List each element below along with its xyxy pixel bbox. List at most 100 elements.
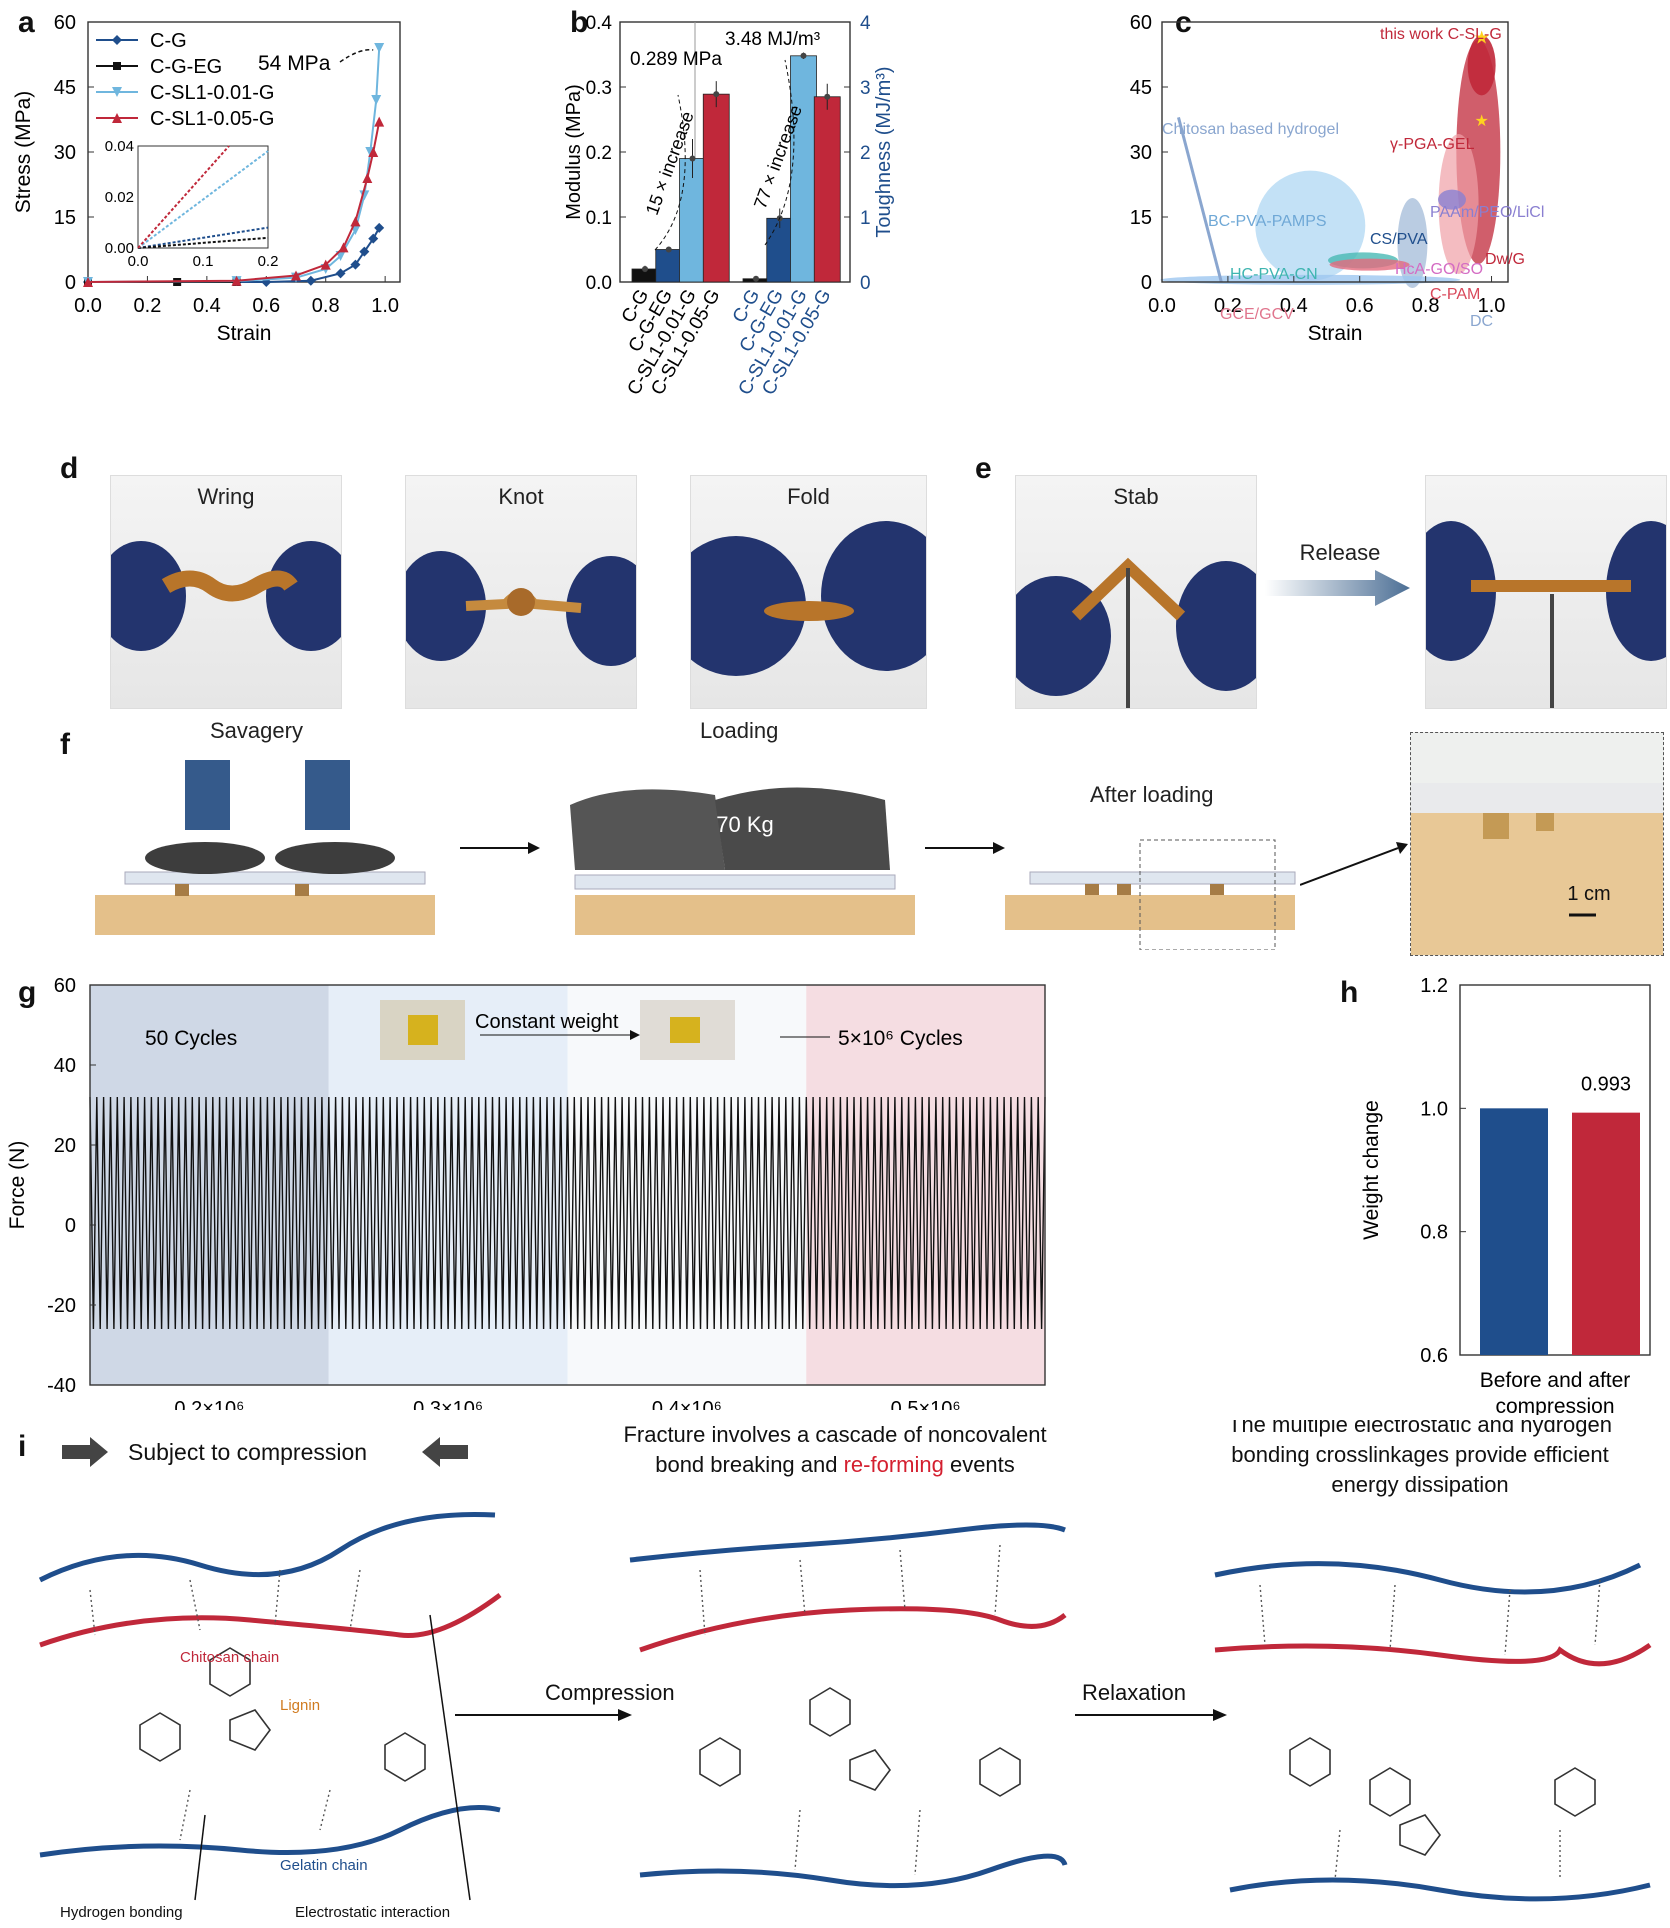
series-label-c: Chitosan based hydrogel: [1162, 121, 1339, 138]
xtick-label-a: 0.8: [312, 295, 340, 317]
bar-toughness-C-SL1-0.05-G: [813, 96, 841, 283]
point-C-SL1-0.01-G: [359, 190, 370, 201]
ytick-label-g: -40: [47, 1375, 76, 1397]
dot-toughness-C-G: [753, 275, 759, 282]
xtick-label-c: 1.0: [1478, 295, 1506, 317]
inset-frame-a: [137, 145, 269, 249]
relaxation-label: Relaxation: [1082, 1680, 1186, 1705]
loading-illustration: 70 Kg: [570, 787, 915, 935]
photo-fold: Fold: [690, 475, 927, 709]
point-C-SL1-0.01-G: [374, 43, 385, 53]
legend-marker-a: [113, 62, 121, 70]
dot-modulus-C-G: [642, 266, 648, 272]
photo-knot: Knot: [405, 475, 637, 709]
loading-label: Loading: [700, 718, 779, 743]
ytick-label-h: 0.8: [1420, 1222, 1448, 1244]
value-label-h: 0.993: [1581, 1074, 1631, 1096]
dot-modulus-C-SL1-0.01-G: [689, 155, 696, 162]
chart-a-stress-strain: 0 15 30 45 60 0.0 0.2 0.4 0.6 0.8 1.0 Strain Stress …: [12, 12, 401, 345]
xtick-label-a: 1.0: [371, 295, 399, 317]
bar-weight-After: [1572, 1112, 1640, 1355]
panel-label-a: a: [18, 6, 35, 39]
point-C-G: [305, 275, 316, 286]
inset-line-C-SL1-0.01-G: [137, 150, 269, 249]
point-C-G: [368, 233, 379, 244]
xtick-label-c: 0.6: [1346, 295, 1374, 317]
ytick-label-b: 0.2: [586, 143, 612, 164]
plot-frame-g: [89, 984, 1046, 1386]
bar-weight-Before: [1480, 1108, 1548, 1355]
panel-label-i: i: [18, 1430, 27, 1463]
plot-frame-h: [1459, 984, 1651, 1356]
panel-label-b: b: [570, 6, 589, 39]
dot-modulus-C-SL1-0.05-G: [713, 91, 720, 98]
panel-label-e: e: [975, 452, 992, 485]
star-icon-2: ★: [1474, 113, 1488, 130]
ytick-label-g: -20: [47, 1295, 76, 1317]
photo-fold-label: Fold: [787, 484, 830, 509]
ytick-label-b: 0.4: [586, 13, 613, 34]
network-middle: [629, 1522, 1068, 1889]
chart-b-modulus-toughness: 0.0 0.1 0.2 0.3 0.4 0 1 2 3 4 Modulus (MPa) Toughne…: [563, 13, 895, 399]
ylabel-g: Force (N): [6, 1141, 29, 1230]
fracture-title-line2: bond breaking and re-forming events: [655, 1452, 1015, 1477]
inset-line-C-G: [137, 226, 269, 249]
chitosan-chain-label: Chitosan chain: [180, 1649, 279, 1666]
inset-ytick-a: 0.04: [105, 138, 134, 155]
relaxation-arrow-icon: [1075, 1709, 1227, 1721]
compress-arrow-left-icon: [422, 1437, 468, 1467]
arrow-icon-2: [925, 842, 1005, 854]
ylabel-a: Stress (MPa): [12, 91, 35, 214]
xlabel-h-line2: compression: [1495, 1395, 1614, 1415]
series-label-c: DC: [1470, 313, 1493, 330]
bar-modulus-C-SL1-0.05-G: [702, 93, 730, 283]
ytick-label-h: 1.0: [1420, 1098, 1448, 1120]
xtick-label-c: 0.0: [1148, 295, 1176, 317]
right-title-line3: energy dissipation: [1331, 1472, 1508, 1497]
photo-knot-label: Knot: [498, 484, 544, 509]
annotation-toughness: 3.48 MJ/m³: [725, 29, 820, 50]
compression-label: Compression: [545, 1680, 675, 1705]
network-right: [1214, 1561, 1652, 1902]
point-C-G: [335, 268, 346, 279]
region-chitosan-line: [1177, 116, 1223, 283]
ytick-label-g: 40: [54, 1055, 76, 1077]
series-label-c: GCE/GCV: [1220, 306, 1294, 323]
force-signal-g: [89, 1096, 1046, 1330]
xtick-label-g: 0.3×10⁶: [413, 1398, 483, 1410]
series-label-c: HcA-GO/SO: [1395, 261, 1483, 278]
inset-xtick-a: 0.0: [128, 253, 149, 270]
series-label-c: PAAm/PEO/LiCl: [1430, 204, 1544, 221]
ytick-label-h: 0.6: [1420, 1345, 1448, 1367]
trend-arrow-toughness: [764, 59, 795, 246]
knot-illustration: [406, 551, 636, 666]
release-arrow-icon: [1265, 570, 1410, 606]
point-C-SL1-0.01-G: [371, 95, 382, 105]
compress-arrow-right-icon: [62, 1437, 108, 1467]
star-icon: ★: [1474, 28, 1490, 48]
point-C-SL1-0.05-G: [362, 173, 373, 183]
savagery-label: Savagery: [210, 718, 303, 743]
y2tick-label-b: 3: [860, 78, 871, 99]
y2tick-label-b: 0: [860, 273, 871, 294]
stab-illustration: [1016, 557, 1256, 708]
point-C-SL1-0.05-G: [231, 275, 242, 286]
annotation-modulus: 0.289 MPa: [630, 49, 722, 70]
photo-wring: Wring: [110, 475, 342, 709]
point-C-G: [374, 222, 385, 233]
xlabel-c: Strain: [1308, 322, 1363, 345]
ytick-label-c: 0: [1141, 272, 1152, 294]
wring-illustration: [111, 541, 341, 651]
xtick-label-a: 0.4: [193, 295, 221, 317]
bar-toughness-C-SL1-0.01-G: [790, 55, 817, 283]
zoom-arrow-icon: [1300, 842, 1408, 886]
sample-after: [670, 1017, 700, 1043]
ylabel-b: Modulus (MPa): [563, 84, 585, 220]
ytick-label-a: 60: [54, 12, 76, 34]
right-title-line2: bonding crosslinkages provide efficient: [1231, 1442, 1609, 1467]
series-label-c: this work C-SL-G: [1380, 26, 1502, 43]
point-C-SL1-0.05-G: [338, 242, 349, 253]
point-C-SL1-0.05-G: [368, 147, 379, 157]
ytick-label-h: 1.2: [1420, 975, 1448, 997]
chart-g-force-cycles: 60 40 20 0 -20 -40 0.2×10⁶ 0.3×10⁶ 0.4×10⁶ 0.5×10…: [6, 975, 1046, 1410]
